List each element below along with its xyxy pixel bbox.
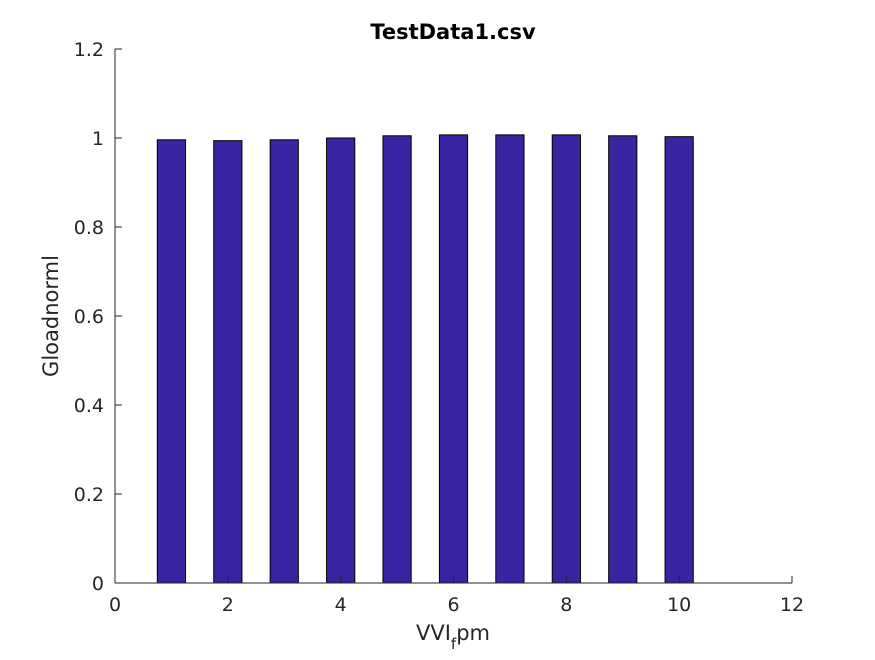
y-tick-label: 1.2 bbox=[74, 39, 104, 61]
y-tick-label: 0.8 bbox=[74, 217, 104, 239]
x-tick-label: 6 bbox=[447, 594, 459, 616]
x-tick-label: 10 bbox=[667, 594, 691, 616]
y-axis-label: Gloadnorml bbox=[39, 255, 63, 377]
y-tick-label: 0.4 bbox=[74, 395, 104, 417]
x-axis-label: VVIfpm bbox=[416, 621, 490, 653]
x-tick-label: 12 bbox=[780, 594, 804, 616]
bar-1 bbox=[156, 139, 187, 584]
bars-layer bbox=[156, 134, 694, 584]
bar-6 bbox=[438, 134, 469, 584]
chart-title: TestData1.csv bbox=[370, 20, 536, 44]
x-axis-label-subscript: f bbox=[451, 635, 457, 653]
x-tick-label: 4 bbox=[335, 594, 347, 616]
bar-10 bbox=[664, 136, 694, 584]
x-axis-label-main: VVI bbox=[416, 621, 451, 645]
y-tick-label: 0.6 bbox=[74, 306, 104, 328]
bar-7 bbox=[495, 134, 525, 584]
bar-2 bbox=[213, 140, 243, 584]
bar-5 bbox=[382, 135, 412, 584]
ticks-layer: 0 2 4 6 8 10 12 0 0.2 0.4 0.6 0.8 1 1.2 bbox=[74, 39, 804, 616]
x-tick-label: 8 bbox=[560, 594, 572, 616]
y-tick-label: 0 bbox=[92, 573, 104, 595]
y-tick-label: 1 bbox=[92, 128, 104, 150]
x-tick-label: 2 bbox=[222, 594, 234, 616]
bar-4 bbox=[326, 137, 356, 584]
bar-9 bbox=[608, 135, 638, 584]
y-tick-label: 0.2 bbox=[74, 484, 104, 506]
bar-3 bbox=[269, 139, 299, 584]
x-axis-label-suffix: pm bbox=[456, 621, 490, 645]
x-tick-label: 0 bbox=[109, 594, 121, 616]
bar-8 bbox=[551, 134, 581, 584]
